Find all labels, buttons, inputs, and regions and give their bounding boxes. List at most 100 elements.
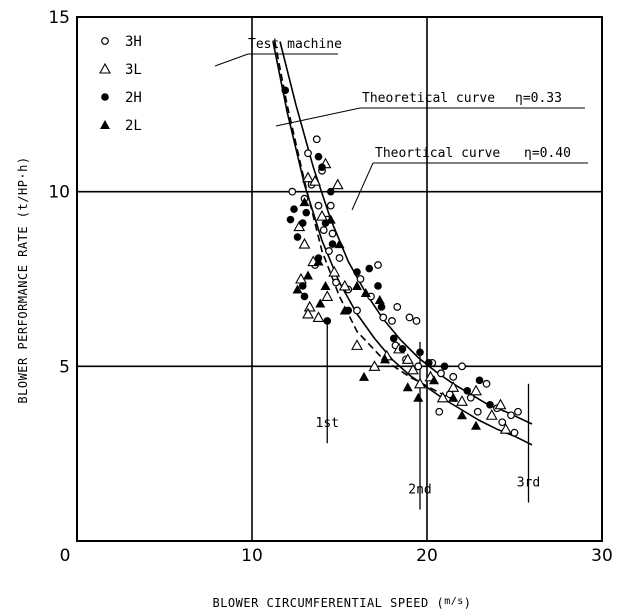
data-point [303, 300, 316, 312]
data-point [315, 298, 326, 308]
data-point [334, 239, 345, 249]
data-point [407, 363, 419, 375]
data-point [374, 282, 382, 290]
x-tick-label: 20 [416, 546, 438, 566]
data-point [351, 339, 363, 350]
y-tick-label: 15 [48, 8, 70, 28]
x-tick-label: 10 [241, 546, 263, 566]
data-point [339, 305, 350, 315]
data-point [281, 86, 290, 95]
data-point [314, 152, 323, 161]
data-point [332, 278, 340, 287]
data-point [437, 369, 445, 378]
legend-label: 2L [125, 118, 142, 134]
data-point [304, 149, 312, 158]
curve [272, 41, 533, 446]
data-point [316, 209, 328, 221]
data-point [402, 382, 413, 392]
annotation-curve-033: Theoretical curve [362, 91, 495, 106]
plot-frame [76, 16, 603, 542]
legend-label: 3L [125, 62, 142, 78]
legend-marker [100, 120, 110, 129]
x-axis-label: BLOWER CIRCUMFERENTIAL SPEED (m/s) [212, 596, 471, 610]
data-point [298, 237, 311, 249]
legend-label: 3H [125, 34, 142, 50]
data-point [440, 362, 449, 371]
data-point [356, 275, 365, 283]
data-point [498, 418, 507, 427]
axis-labels: BLOWER CIRCUMFERENTIAL SPEED (m/s) BLOWER… [16, 156, 471, 610]
data-point [486, 400, 494, 409]
y-tick-label: 5 [59, 357, 70, 377]
data-point [312, 135, 321, 144]
leader-line [351, 162, 374, 211]
data-point [449, 372, 458, 381]
data-point [424, 359, 433, 367]
data-point [379, 313, 388, 322]
data-point [353, 306, 361, 315]
data-point [457, 410, 467, 420]
data-point [435, 407, 444, 416]
data-point [471, 420, 481, 430]
vertical-markers: 1st 2nd 3rd [316, 324, 540, 510]
annotations: Test machine Theoretical curve η=0.33 Theor… [214, 37, 588, 211]
data-point [303, 270, 313, 280]
data-point [320, 280, 331, 290]
data-point [463, 386, 472, 395]
data-point [338, 279, 351, 291]
data-point [365, 264, 374, 273]
data-point [352, 280, 362, 290]
data-point [510, 428, 519, 437]
data-point [458, 362, 466, 371]
data-point [393, 303, 402, 311]
data-point [412, 317, 421, 325]
data-point [288, 187, 297, 196]
data-point [398, 345, 407, 353]
data-point [313, 256, 324, 266]
data-point [473, 407, 482, 416]
data-point [292, 284, 303, 294]
legend-marker [101, 37, 109, 45]
data-point [360, 287, 371, 297]
data-point [298, 282, 307, 290]
data-point [300, 292, 309, 301]
marker-label: 2nd [408, 483, 431, 498]
data-point [494, 398, 507, 410]
data-point [448, 392, 459, 402]
data-point [482, 379, 491, 388]
marker-label: 1st [316, 416, 339, 431]
x-tick-label: 0 [60, 546, 71, 566]
data-point [388, 317, 396, 325]
data-point [414, 377, 426, 389]
data-point [312, 311, 325, 322]
data-point [405, 313, 414, 322]
data-point [377, 303, 386, 311]
leader-line [214, 53, 249, 67]
data-point [353, 268, 361, 276]
legend-marker [101, 93, 109, 101]
data-point [302, 307, 314, 319]
data-point [298, 219, 307, 227]
data-point [314, 201, 323, 210]
annotation-curve-040: Theortical curve [375, 146, 500, 161]
data-point [328, 240, 337, 248]
marker-label: 3rd [517, 476, 540, 491]
data-point [429, 375, 439, 385]
data-point [359, 371, 369, 381]
data-point [286, 215, 295, 224]
data-point [374, 261, 382, 269]
data-point [389, 334, 398, 343]
x-tick-label: 30 [591, 546, 613, 566]
annotation-eta-033: η=0.33 [515, 91, 562, 106]
data-point [325, 214, 336, 224]
data-point [436, 391, 449, 403]
legend: 3H 3L 2H 2L [99, 34, 142, 134]
data-point [328, 229, 337, 238]
data-point [293, 233, 302, 241]
legend-marker [99, 62, 111, 74]
grid [76, 16, 603, 542]
legend-label: 2H [125, 90, 142, 106]
data-point [374, 294, 385, 304]
data-point [302, 208, 311, 217]
